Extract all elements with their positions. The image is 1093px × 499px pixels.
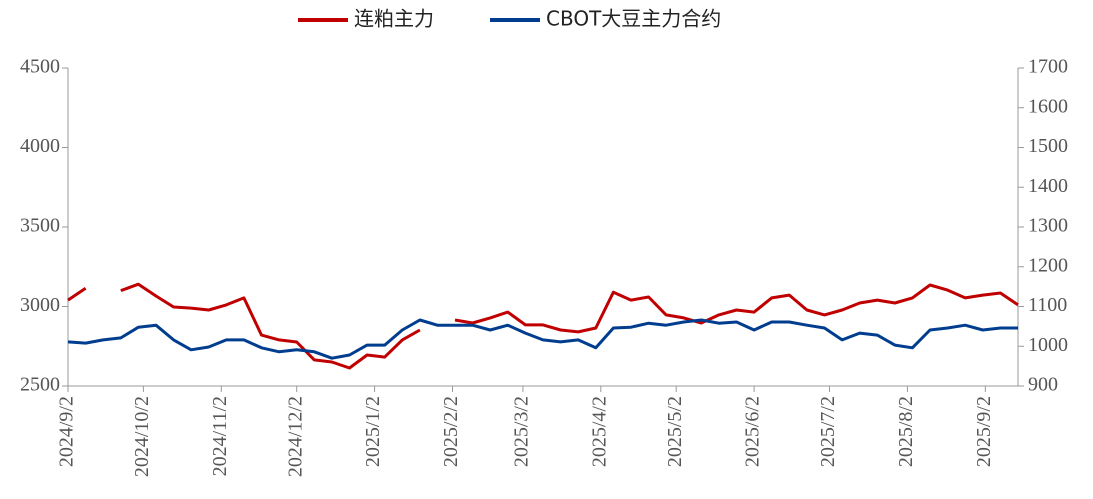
x-tick-label: 2025/5/2 (664, 396, 686, 467)
x-tick-label: 2025/2/2 (440, 396, 462, 467)
y-tick-label: 2500 (20, 374, 60, 396)
y-tick-label: 4500 (20, 56, 60, 78)
x-tick-label: 2025/8/2 (895, 396, 917, 467)
x-tick-label: 2024/9/2 (56, 396, 78, 467)
y2-tick-label: 1400 (1028, 175, 1068, 197)
y2-tick-label: 1300 (1028, 215, 1068, 237)
x-tick-label: 2025/9/2 (973, 396, 995, 467)
legend-label: 连粕主力 (354, 7, 434, 31)
y2-tick-label: 1000 (1028, 334, 1068, 356)
legend-label: CBOT大豆主力合约 (546, 7, 721, 31)
x-tick-label: 2024/12/2 (284, 396, 306, 477)
x-tick-label: 2024/11/2 (209, 396, 231, 476)
y2-tick-label: 1600 (1028, 95, 1068, 117)
series-line (67, 282, 1019, 370)
y-tick-label: 3500 (20, 215, 60, 237)
y-tick-label: 4000 (20, 135, 60, 157)
x-tick-label: 2024/10/2 (131, 396, 153, 477)
y2-tick-label: 1500 (1028, 135, 1068, 157)
y2-tick-label: 1200 (1028, 254, 1068, 276)
x-tick-label: 2025/6/2 (742, 396, 764, 467)
y2-tick-label: 900 (1028, 374, 1058, 396)
legend: 连粕主力 CBOT大豆主力合约 (298, 7, 721, 31)
x-tick-label: 2025/4/2 (588, 396, 610, 467)
y-tick-label: 3000 (20, 294, 60, 316)
series-line (67, 318, 1018, 360)
y2-tick-label: 1100 (1028, 294, 1067, 316)
x-tick-label: 2025/1/2 (362, 396, 384, 467)
x-tick-label: 2025/3/2 (510, 396, 532, 467)
y2-tick-label: 1700 (1028, 56, 1068, 78)
x-tick-label: 2025/7/2 (817, 396, 839, 467)
